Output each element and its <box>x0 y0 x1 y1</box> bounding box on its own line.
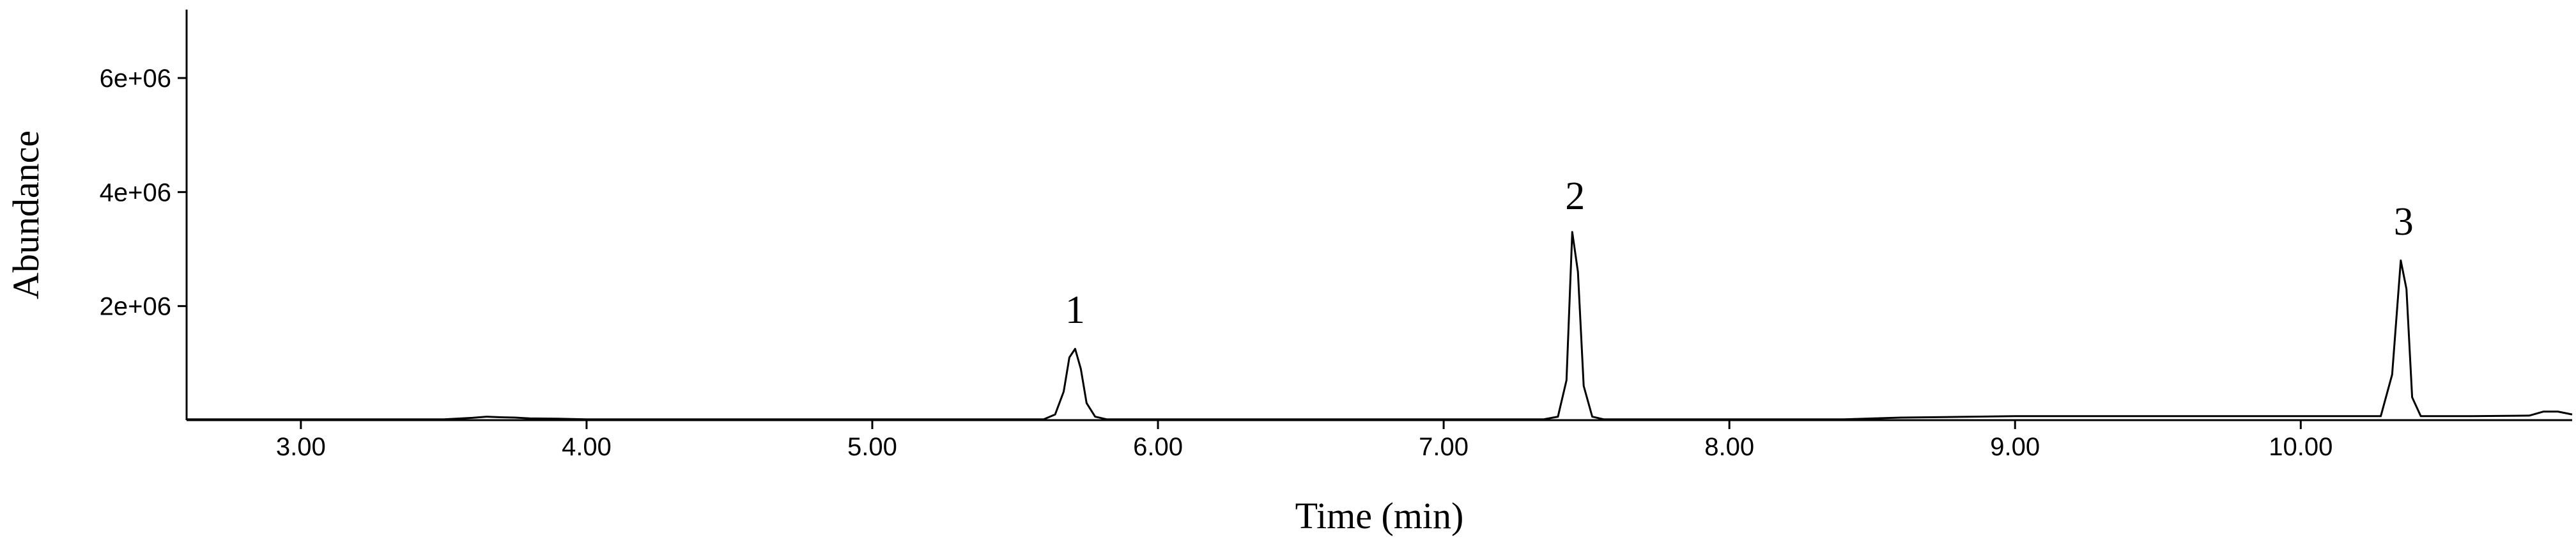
x-tick-label: 4.00 <box>562 433 612 461</box>
y-tick-label: 4e+06 <box>100 178 171 207</box>
x-tick-label: 8.00 <box>1704 433 1754 461</box>
peak-label: 3 <box>2394 200 2414 244</box>
x-tick-label: 9.00 <box>1990 433 2040 461</box>
peak-annotations: 1 2 3 <box>1065 175 2414 332</box>
x-tick-label: 5.00 <box>847 433 897 461</box>
x-tick-label: 7.00 <box>1419 433 1469 461</box>
y-tick-label: 2e+06 <box>100 293 171 321</box>
x-tick-label: 3.00 <box>276 433 326 461</box>
y-axis-ticks: 2e+06 4e+06 6e+06 <box>100 65 187 321</box>
y-axis-title: Abundance <box>5 130 47 299</box>
x-axis-ticks: 3.00 4.00 5.00 6.00 7.00 8.00 9.00 10.00 <box>276 420 2333 461</box>
x-axis-title: Time (min) <box>1295 495 1464 537</box>
series-line <box>187 231 2573 421</box>
x-tick-label: 10.00 <box>2269 433 2333 461</box>
x-tick-label: 6.00 <box>1133 433 1183 461</box>
plot-area: 3.00 4.00 5.00 6.00 7.00 8.00 9.00 10.00 2e+06 4… <box>100 10 2573 461</box>
peak-label: 1 <box>1065 288 1085 332</box>
y-tick-label: 6e+06 <box>100 65 171 93</box>
peak-label: 2 <box>1565 175 1585 218</box>
